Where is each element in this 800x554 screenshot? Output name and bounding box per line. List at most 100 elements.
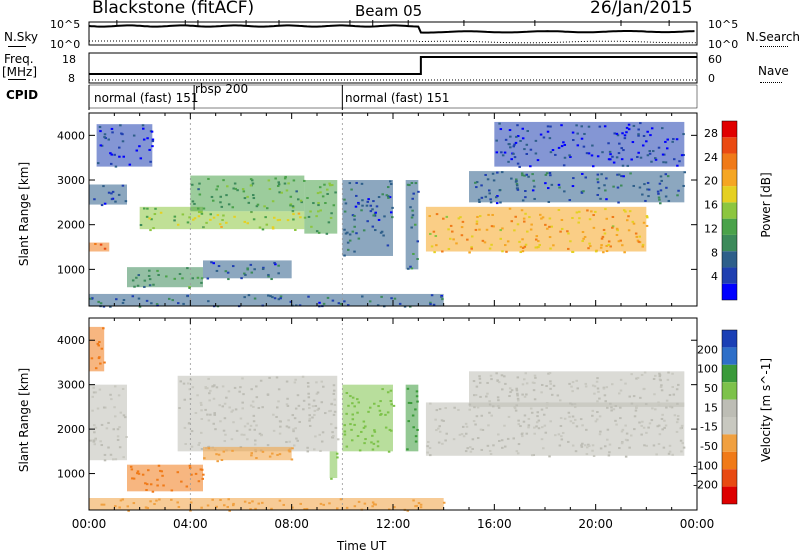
- power-cell: [589, 245, 592, 248]
- velocity-cell: [679, 427, 682, 430]
- velocity-cell: [254, 507, 257, 510]
- velocity-cell: [116, 428, 120, 431]
- power-cell: [377, 218, 381, 221]
- power-cell: [411, 197, 414, 200]
- velocity-cell: [268, 455, 272, 458]
- velocity-cell: [664, 424, 668, 427]
- power-cell: [348, 239, 352, 242]
- power-colorbar-swatch: [722, 121, 737, 138]
- velocity-cell: [336, 507, 339, 510]
- velocity-cell: [286, 404, 290, 407]
- velocity-cell: [435, 409, 439, 412]
- velocity-cell: [114, 415, 117, 418]
- power-cell: [153, 213, 157, 216]
- power-cell: [154, 207, 157, 210]
- power-cell: [658, 198, 661, 201]
- power-cell: [222, 179, 225, 182]
- power-cell: [682, 184, 685, 187]
- power-cell: [374, 229, 377, 232]
- power-cell: [90, 297, 94, 300]
- power-cell: [374, 211, 377, 214]
- power-cell: [236, 189, 239, 192]
- power-cell: [372, 200, 375, 203]
- power-cell: [110, 127, 114, 130]
- power-region: [342, 180, 393, 256]
- power-cell: [181, 277, 184, 280]
- power-cell: [387, 196, 390, 199]
- velocity-cell: [643, 444, 646, 447]
- power-cell: [611, 215, 615, 218]
- power-cell: [209, 213, 213, 216]
- velocity-cell: [572, 422, 575, 425]
- power-colorbar-swatch: [722, 218, 737, 235]
- power-cell: [366, 220, 369, 223]
- power-cell: [568, 199, 572, 202]
- power-cell: [549, 125, 552, 128]
- power-cell: [212, 262, 215, 265]
- power-cell: [283, 182, 287, 185]
- power-cell: [133, 285, 136, 288]
- velocity-cell: [537, 419, 541, 422]
- velocity-colorbar-tick-label: 15: [704, 401, 718, 414]
- velocity-cell: [207, 447, 211, 450]
- power-cell: [572, 139, 575, 142]
- velocity-cell: [155, 499, 158, 502]
- velocity-cell: [598, 415, 602, 418]
- velocity-cell: [251, 400, 255, 403]
- power-cell: [647, 195, 650, 198]
- power-cell: [317, 204, 320, 207]
- velocity-cell: [663, 419, 666, 422]
- velocity-cell: [311, 416, 314, 419]
- velocity-cell: [141, 473, 145, 476]
- power-cell: [119, 124, 122, 127]
- velocity-cell: [285, 441, 288, 444]
- velocity-cell: [515, 404, 519, 407]
- velocity-cell: [208, 399, 211, 402]
- velocity-cell: [608, 443, 612, 446]
- power-cell: [490, 243, 493, 246]
- power-cell: [265, 223, 269, 226]
- power-cell: [648, 152, 652, 155]
- power-cell: [637, 133, 640, 136]
- velocity-cell: [261, 450, 265, 453]
- velocity-cell: [517, 399, 520, 402]
- velocity-cell: [297, 404, 301, 407]
- velocity-cell: [253, 428, 257, 431]
- velocity-cell: [294, 378, 297, 381]
- power-cell: [527, 175, 530, 178]
- power-cell: [414, 182, 418, 185]
- velocity-cell: [331, 431, 334, 434]
- velocity-cell: [277, 388, 281, 391]
- power-cell: [581, 172, 584, 175]
- power-cell: [376, 304, 380, 307]
- power-cell: [539, 133, 543, 136]
- velocity-cell: [497, 433, 500, 436]
- power-cell: [505, 250, 508, 253]
- velocity-cell: [129, 465, 133, 468]
- velocity-cell: [285, 380, 289, 383]
- power-cell: [247, 201, 251, 204]
- power-cell: [563, 143, 567, 146]
- power-cell: [577, 221, 580, 224]
- power-cell: [224, 270, 228, 273]
- power-cell: [521, 174, 524, 177]
- velocity-cell: [497, 381, 501, 384]
- velocity-cell: [230, 410, 233, 413]
- power-cell: [673, 158, 676, 161]
- power-cell: [475, 220, 479, 223]
- velocity-cell: [585, 428, 588, 431]
- power-cell: [298, 304, 302, 307]
- velocity-cell: [307, 396, 311, 399]
- power-cell: [219, 195, 222, 198]
- velocity-cell: [414, 408, 417, 411]
- velocity-cell: [357, 401, 360, 404]
- velocity-cell: [521, 393, 524, 396]
- power-cell: [137, 274, 141, 277]
- noise-sky-label: N.Sky: [4, 30, 39, 44]
- power-cell: [495, 139, 498, 142]
- power-cell: [432, 230, 436, 233]
- velocity-cell: [100, 423, 104, 426]
- cpid-mode-1: normal (fast) 151: [94, 91, 199, 105]
- power-cell: [319, 209, 322, 212]
- power-cell: [226, 271, 230, 274]
